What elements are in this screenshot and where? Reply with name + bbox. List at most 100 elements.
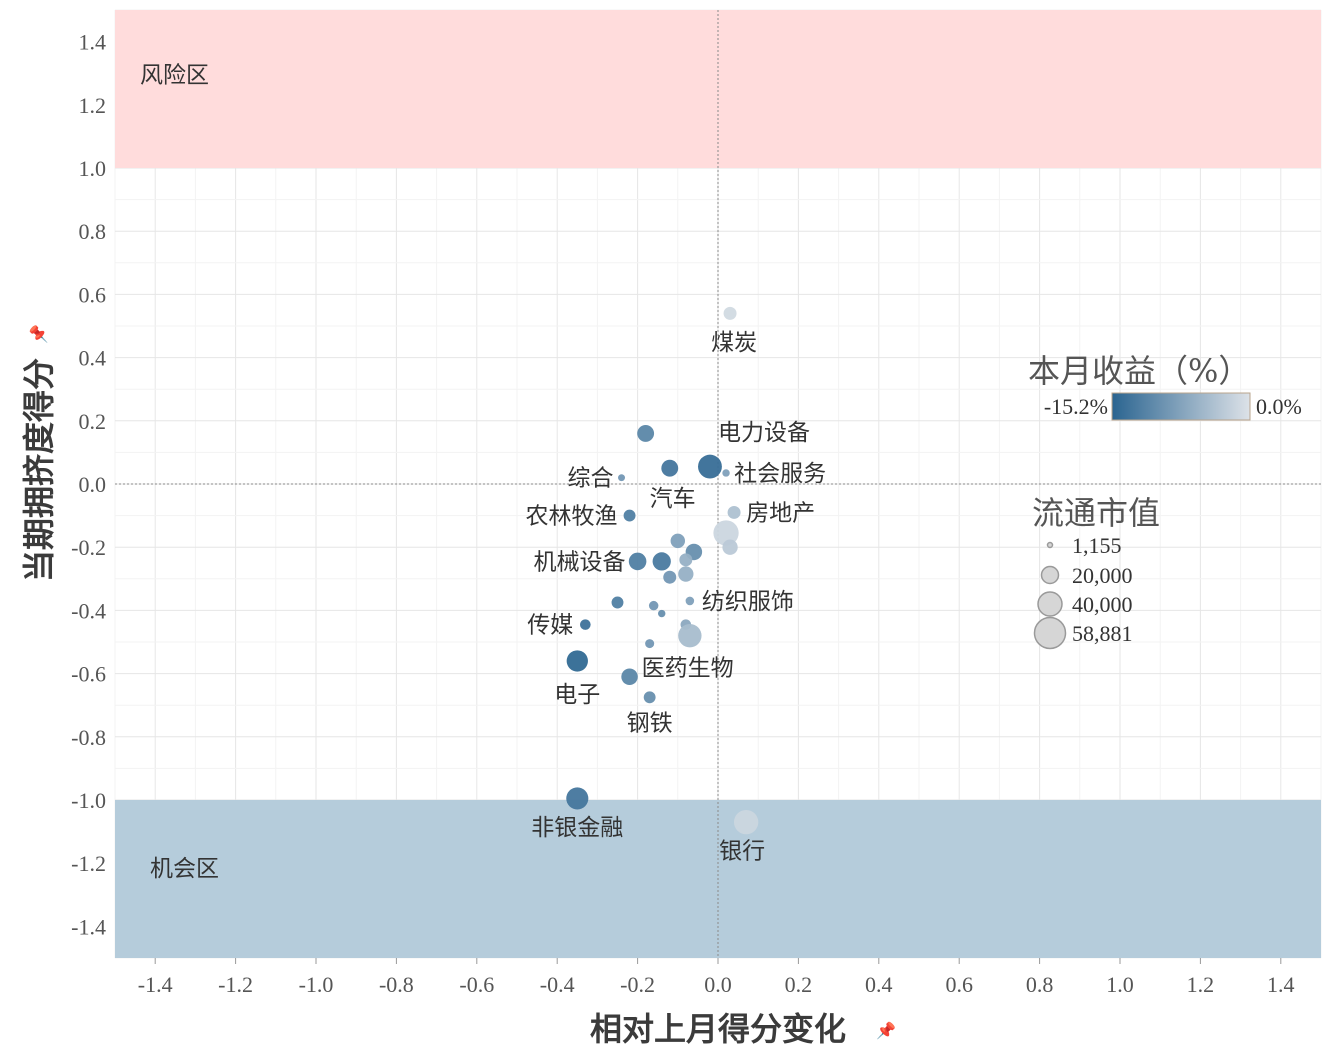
x-tick-label: -0.2 (620, 972, 655, 997)
point-label: 银行 (719, 839, 765, 865)
risk-zone-label: 风险区 (140, 63, 209, 89)
y-tick-label: -0.8 (71, 725, 106, 750)
risk-zone (115, 10, 1321, 168)
y-tick-label: -1.2 (71, 851, 106, 876)
point-label: 机械设备 (534, 549, 626, 575)
x-axis-title: 相对上月得分变化 (590, 1010, 846, 1048)
point-label: 房地产 (746, 500, 815, 526)
data-point (678, 566, 694, 582)
point-label: 煤炭 (711, 330, 757, 356)
x-tick-label: 0.0 (704, 972, 732, 997)
size-legend-label: 20,000 (1072, 563, 1133, 588)
data-points (566, 306, 759, 835)
data-point-机械设备 (628, 552, 647, 571)
data-point-传媒 (580, 619, 591, 630)
x-tick-label: 0.2 (785, 972, 813, 997)
data-point (637, 425, 655, 442)
data-point-非银金融 (566, 787, 589, 810)
data-point (670, 533, 686, 549)
x-axis-pin-icon: 📌 (876, 1021, 896, 1040)
point-label: 钢铁 (627, 711, 673, 737)
y-tick-label: 0.6 (79, 282, 107, 307)
x-tick-label: 0.6 (945, 972, 973, 997)
y-tick-label: 1.2 (79, 93, 107, 118)
data-point (611, 596, 624, 609)
size-legend-label: 58,881 (1072, 621, 1133, 646)
point-label: 汽车 (650, 486, 696, 512)
y-tick-label: -1.0 (71, 788, 106, 813)
color-legend-min-label: -15.2% (1044, 394, 1108, 419)
data-point (713, 520, 739, 546)
y-tick-label: -0.2 (71, 535, 106, 560)
data-point-纺织服饰 (685, 596, 695, 606)
color-legend-gradient-bar (1111, 392, 1251, 421)
opportunity-zone-label: 机会区 (150, 856, 219, 882)
data-point-电子 (566, 650, 588, 672)
x-tick-label: -0.8 (379, 972, 414, 997)
color-legend-max-label: 0.0% (1256, 394, 1302, 419)
x-tick-label: -1.0 (299, 972, 334, 997)
point-label: 传媒 (527, 613, 573, 639)
x-tick-label: 1.2 (1187, 972, 1215, 997)
x-tick-label: 1.0 (1106, 972, 1134, 997)
size-legend-label: 40,000 (1072, 592, 1133, 617)
data-point-钢铁 (643, 691, 656, 704)
data-point-社会服务 (722, 469, 730, 477)
y-tick-label: -0.6 (71, 662, 106, 687)
data-point-综合 (618, 474, 626, 482)
size-legend: 流通市值 1,155 20,000 40,000 58,881 (1032, 494, 1160, 650)
size-legend-circle (1040, 565, 1060, 585)
data-point-银行 (733, 809, 759, 835)
y-tick-label: 0.4 (79, 346, 107, 371)
reference-lines (115, 10, 1321, 958)
data-point (645, 639, 655, 649)
x-tick-label: -1.2 (218, 972, 253, 997)
point-label: 综合 (567, 466, 613, 492)
y-tick-label: 1.4 (79, 30, 107, 55)
color-legend-title: 本月收益（%） (1028, 352, 1250, 390)
point-label: 电力设备 (718, 420, 810, 446)
point-label: 电子 (554, 682, 600, 708)
axis-ticks: -1.4 -1.2 -1.0 -0.8 -0.6 -0.4 -0.2 0.0 0.2 0.4 0.6… (71, 30, 1294, 997)
y-tick-label: -0.4 (71, 598, 106, 623)
y-tick-label: 1.0 (79, 156, 107, 181)
size-legend-circle (1037, 591, 1063, 617)
data-point (648, 600, 659, 611)
x-tick-label: 0.8 (1026, 972, 1054, 997)
x-tick-label: -0.6 (459, 972, 494, 997)
point-label: 医药生物 (642, 655, 734, 681)
point-label: 纺织服饰 (702, 589, 794, 615)
data-point (722, 539, 738, 555)
x-tick-label: 1.4 (1267, 972, 1295, 997)
data-point-房地产 (727, 505, 741, 519)
color-legend: 本月收益（%） -15.2% 0.0% (1028, 352, 1302, 421)
data-point (658, 609, 666, 618)
point-label: 农林牧渔 (526, 504, 618, 530)
data-point-汽车 (661, 459, 679, 477)
point-label: 社会服务 (734, 461, 826, 487)
size-legend-label: 1,155 (1072, 533, 1122, 558)
y-tick-label: -1.4 (71, 914, 106, 939)
y-tick-label: 0.8 (79, 219, 107, 244)
size-legend-title: 流通市值 (1032, 494, 1160, 532)
data-point (652, 552, 671, 571)
y-axis-title: 当期拥挤度得分 (20, 358, 58, 582)
y-tick-label: 0.0 (79, 472, 107, 497)
data-point-电力设备 (698, 454, 722, 479)
data-point-农林牧渔 (623, 509, 636, 522)
data-point (678, 623, 702, 648)
x-tick-label: -1.4 (138, 972, 173, 997)
data-point-医药生物 (621, 668, 638, 686)
data-point (663, 570, 677, 584)
point-label: 非银金融 (531, 815, 623, 841)
x-tick-label: 0.4 (865, 972, 893, 997)
y-tick-label: 0.2 (79, 409, 107, 434)
size-legend-circle (1033, 616, 1067, 650)
size-legend-circle (1046, 541, 1054, 549)
x-tick-label: -0.4 (540, 972, 575, 997)
y-axis-pin-icon: 📌 (29, 324, 48, 344)
data-point-煤炭 (723, 306, 737, 320)
data-point (679, 553, 693, 567)
